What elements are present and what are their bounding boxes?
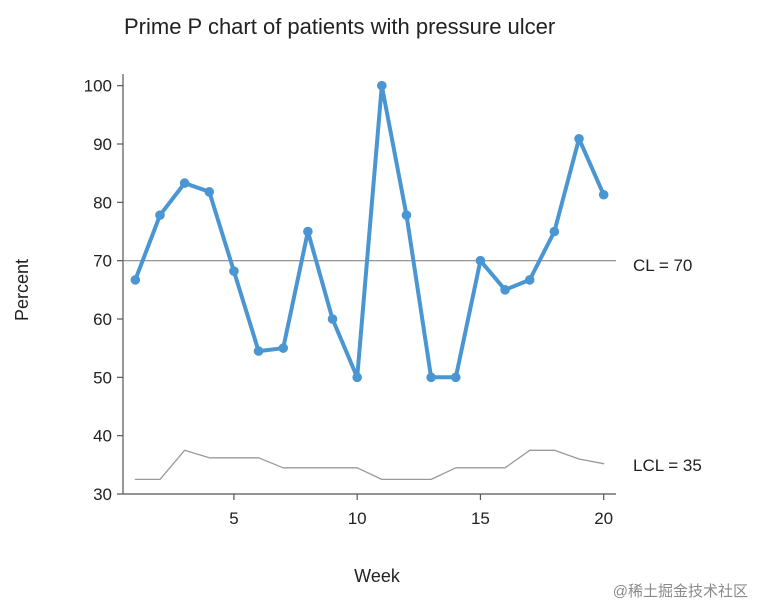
- y-tick-label-60: 60: [93, 310, 112, 329]
- x-tick-label-20: 20: [594, 509, 613, 528]
- data-point-week-12: [401, 210, 412, 220]
- lcl-label: LCL = 35: [633, 456, 702, 475]
- watermark: @稀土掘金技术社区: [613, 583, 748, 600]
- x-ticks: 5 10 15 20: [229, 494, 613, 528]
- axes: [122, 74, 616, 495]
- data-point-week-15: [475, 255, 486, 266]
- x-tick-label-5: 5: [229, 509, 238, 528]
- y-tick-label-70: 70: [93, 252, 112, 271]
- y-tick-label-50: 50: [93, 368, 112, 387]
- data-point-week-3: [179, 178, 190, 188]
- data-point-week-16: [500, 285, 510, 295]
- x-tick-label-10: 10: [348, 509, 367, 528]
- data-point-week-18: [549, 226, 560, 237]
- data-point-week-1: [130, 275, 141, 285]
- y-tick-label-40: 40: [93, 427, 112, 446]
- y-axis-label: Percent: [12, 259, 32, 321]
- x-axis-label: Week: [354, 566, 401, 586]
- chart-title: Prime P chart of patients with pressure …: [124, 14, 555, 39]
- data-points: [130, 80, 609, 383]
- y-tick-label-80: 80: [93, 193, 112, 212]
- data-point-week-11: [377, 80, 387, 91]
- data-point-week-5: [229, 266, 239, 276]
- percent-series-line: [133, 83, 606, 380]
- data-point-week-8: [303, 226, 313, 237]
- data-point-week-17: [524, 275, 535, 285]
- data-point-week-2: [155, 210, 165, 220]
- y-tick-label-100: 100: [84, 77, 112, 96]
- data-point-week-19: [574, 133, 584, 144]
- data-point-week-10: [352, 372, 362, 383]
- data-point-week-9: [327, 314, 338, 324]
- y-tick-label-30: 30: [93, 485, 112, 504]
- lcl-series-line: [134, 449, 605, 481]
- data-point-week-4: [204, 187, 215, 197]
- y-ticks: 30 40 50 60 70 80 90 100: [84, 77, 123, 504]
- data-point-week-14: [450, 372, 461, 383]
- data-point-week-20: [598, 189, 609, 200]
- data-point-week-6: [253, 346, 264, 356]
- y-tick-label-90: 90: [93, 135, 112, 154]
- x-tick-label-15: 15: [471, 509, 490, 528]
- data-point-week-13: [426, 372, 436, 383]
- center-line-label: CL = 70: [633, 256, 692, 275]
- data-point-week-7: [278, 343, 289, 353]
